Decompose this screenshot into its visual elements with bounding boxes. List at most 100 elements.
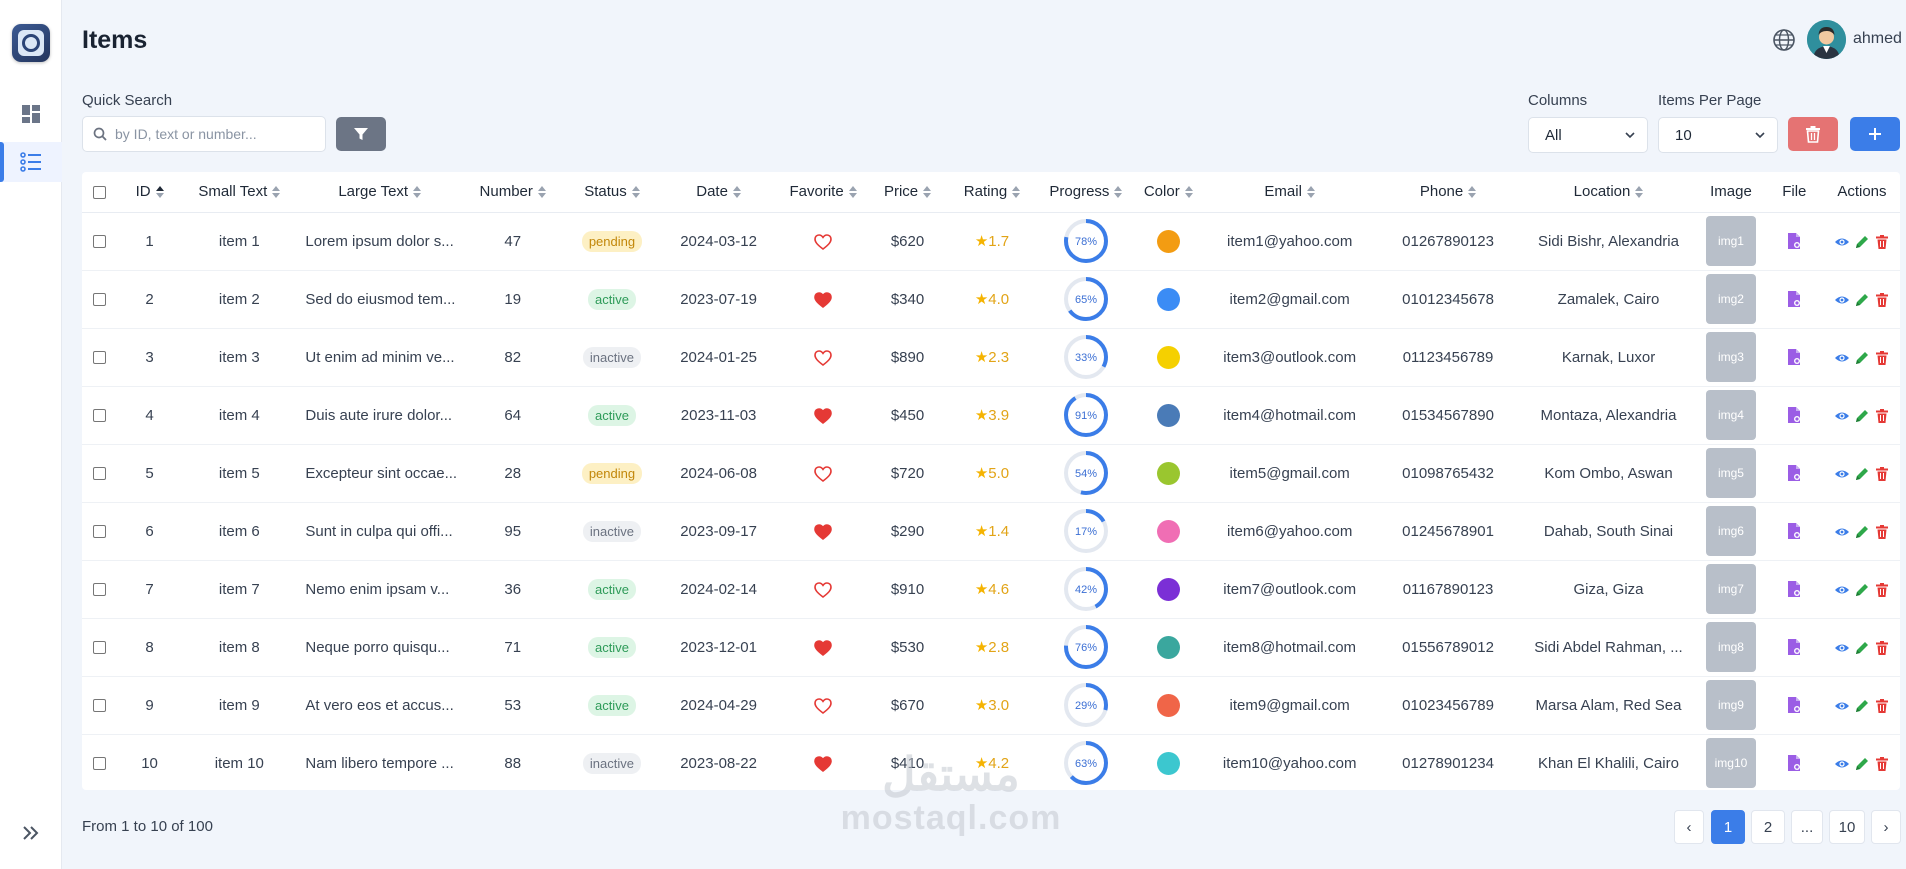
search-input[interactable]: [115, 126, 315, 142]
delete-selected-button[interactable]: [1788, 117, 1838, 151]
row-checkbox[interactable]: [93, 641, 107, 655]
file-icon[interactable]: [1786, 754, 1802, 772]
heart-icon[interactable]: [814, 291, 832, 308]
pagination-page-2[interactable]: 2: [1751, 810, 1785, 844]
user-name[interactable]: ahmed: [1853, 30, 1902, 47]
heart-icon[interactable]: [814, 349, 832, 366]
per-page-select[interactable]: 10: [1658, 117, 1778, 153]
pagination-page-10[interactable]: 10: [1829, 810, 1865, 844]
sidebar-item-dashboard[interactable]: [0, 94, 62, 134]
table-row[interactable]: 6 item 6 Sunt in culpa qui offi... 95 inacti…: [82, 502, 1900, 561]
eye-icon[interactable]: [1834, 698, 1850, 714]
item-image-thumbnail[interactable]: img6: [1705, 506, 1756, 556]
table-row[interactable]: 2 item 2 Sed do eiusmod tem... 19 active 2023…: [82, 270, 1900, 329]
row-checkbox[interactable]: [93, 525, 107, 539]
pagination-prev-button[interactable]: ‹: [1674, 810, 1704, 844]
file-icon[interactable]: [1786, 638, 1802, 656]
column-header-progress[interactable]: Progress: [1038, 172, 1134, 213]
column-header-date[interactable]: Date: [660, 172, 777, 213]
heart-icon[interactable]: [814, 523, 832, 540]
table-row[interactable]: 7 item 7 Nemo enim ipsam v... 36 active 2024-…: [82, 560, 1900, 619]
column-header-price[interactable]: Price: [869, 172, 946, 213]
eye-icon[interactable]: [1834, 408, 1850, 424]
sidebar-expand-button[interactable]: [18, 820, 44, 846]
eye-icon[interactable]: [1834, 234, 1850, 250]
table-row[interactable]: 1 item 1 Lorem ipsum dolor s... 47 pending 20…: [82, 212, 1900, 271]
item-image-thumbnail[interactable]: img1: [1705, 216, 1756, 266]
row-checkbox[interactable]: [93, 583, 107, 597]
file-icon[interactable]: [1786, 290, 1802, 308]
eye-icon[interactable]: [1834, 350, 1850, 366]
row-checkbox[interactable]: [93, 757, 107, 771]
heart-icon[interactable]: [814, 581, 832, 598]
eye-icon[interactable]: [1834, 582, 1850, 598]
trash-icon[interactable]: [1874, 350, 1890, 366]
pencil-icon[interactable]: [1854, 234, 1870, 250]
column-header-favorite[interactable]: Favorite: [776, 172, 870, 213]
item-image-thumbnail[interactable]: img9: [1705, 680, 1756, 730]
pencil-icon[interactable]: [1854, 640, 1870, 656]
app-logo[interactable]: [12, 24, 50, 62]
row-checkbox[interactable]: [93, 351, 107, 365]
pencil-icon[interactable]: [1854, 698, 1870, 714]
column-header-status[interactable]: Status: [563, 172, 661, 213]
pencil-icon[interactable]: [1854, 408, 1870, 424]
pencil-icon[interactable]: [1854, 466, 1870, 482]
language-button[interactable]: [1772, 28, 1796, 52]
table-row[interactable]: 5 item 5 Excepteur sint occae... 28 pending 2…: [82, 444, 1900, 503]
item-image-thumbnail[interactable]: img4: [1705, 390, 1756, 440]
trash-icon[interactable]: [1874, 582, 1890, 598]
heart-icon[interactable]: [814, 465, 832, 482]
column-header-location[interactable]: Location: [1519, 172, 1698, 213]
table-row[interactable]: 10 item 10 Nam libero tempore ... 88 inactiv…: [82, 734, 1900, 792]
trash-icon[interactable]: [1874, 408, 1890, 424]
column-header-email[interactable]: Email: [1203, 172, 1377, 213]
table-row[interactable]: 3 item 3 Ut enim ad minim ve... 82 inactive 2…: [82, 328, 1900, 387]
item-image-thumbnail[interactable]: img5: [1705, 448, 1756, 498]
column-header-number[interactable]: Number: [462, 172, 564, 213]
item-image-thumbnail[interactable]: img2: [1705, 274, 1756, 324]
columns-select[interactable]: All: [1528, 117, 1648, 153]
file-icon[interactable]: [1786, 232, 1802, 250]
filter-button[interactable]: [336, 117, 386, 151]
file-icon[interactable]: [1786, 522, 1802, 540]
column-header-phone[interactable]: Phone: [1376, 172, 1520, 213]
item-image-thumbnail[interactable]: img10: [1705, 738, 1756, 789]
pencil-icon[interactable]: [1854, 582, 1870, 598]
heart-icon[interactable]: [814, 233, 832, 250]
pencil-icon[interactable]: [1854, 524, 1870, 540]
trash-icon[interactable]: [1874, 756, 1890, 772]
row-checkbox[interactable]: [93, 467, 107, 481]
item-image-thumbnail[interactable]: img8: [1705, 622, 1756, 672]
pencil-icon[interactable]: [1854, 292, 1870, 308]
file-icon[interactable]: [1786, 348, 1802, 366]
heart-icon[interactable]: [814, 697, 832, 714]
trash-icon[interactable]: [1874, 524, 1890, 540]
eye-icon[interactable]: [1834, 524, 1850, 540]
trash-icon[interactable]: [1874, 292, 1890, 308]
table-row[interactable]: 9 item 9 At vero eos et accus... 53 active 20…: [82, 676, 1900, 735]
row-checkbox[interactable]: [93, 409, 107, 423]
pagination-page-1[interactable]: 1: [1711, 810, 1745, 844]
heart-icon[interactable]: [814, 755, 832, 772]
file-icon[interactable]: [1786, 406, 1802, 424]
add-item-button[interactable]: [1850, 117, 1900, 151]
search-box[interactable]: [82, 116, 326, 152]
row-checkbox[interactable]: [93, 293, 107, 307]
item-image-thumbnail[interactable]: img3: [1705, 332, 1756, 382]
column-header-id[interactable]: ID: [117, 172, 182, 213]
table-row[interactable]: 8 item 8 Neque porro quisqu... 71 active 2023…: [82, 618, 1900, 677]
trash-icon[interactable]: [1874, 640, 1890, 656]
eye-icon[interactable]: [1834, 756, 1850, 772]
file-icon[interactable]: [1786, 464, 1802, 482]
pencil-icon[interactable]: [1854, 350, 1870, 366]
heart-icon[interactable]: [814, 639, 832, 656]
column-header-large-text[interactable]: Large Text: [297, 172, 463, 213]
row-checkbox[interactable]: [93, 699, 107, 713]
table-row[interactable]: 4 item 4 Duis aute irure dolor... 64 active 2…: [82, 386, 1900, 445]
sidebar-item-items[interactable]: [0, 142, 62, 182]
eye-icon[interactable]: [1834, 292, 1850, 308]
column-header-rating[interactable]: Rating: [945, 172, 1039, 213]
avatar[interactable]: [1807, 20, 1846, 59]
pagination-next-button[interactable]: ›: [1871, 810, 1901, 844]
